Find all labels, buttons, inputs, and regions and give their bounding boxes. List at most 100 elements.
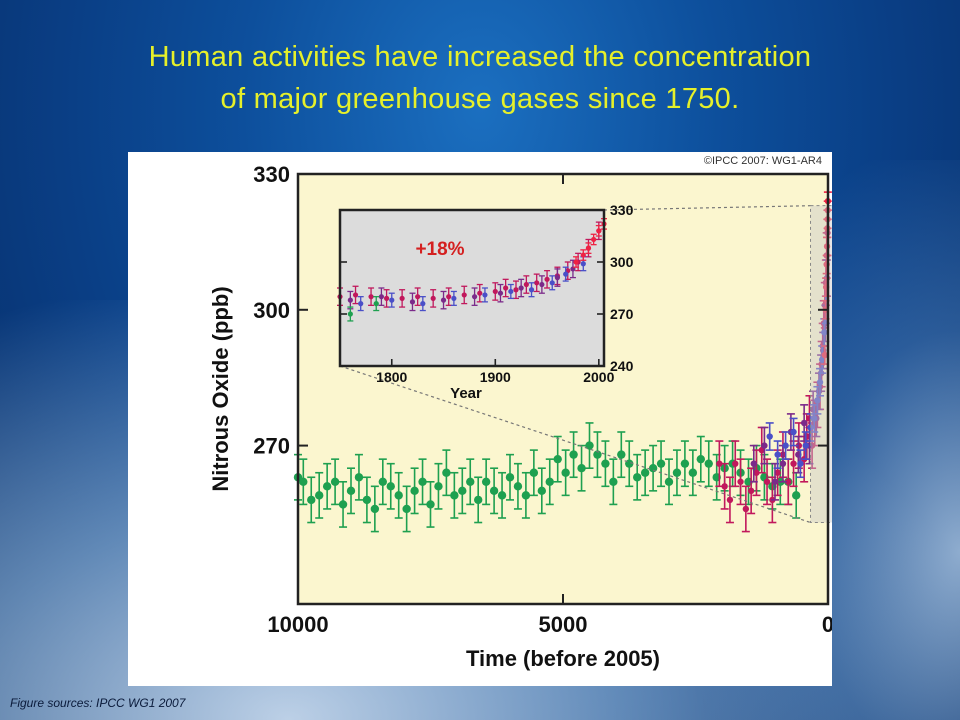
main-data-point xyxy=(763,478,771,485)
main-data-point xyxy=(545,477,554,486)
inset-data-point xyxy=(430,295,436,301)
main-data-point xyxy=(386,482,395,491)
main-data-point xyxy=(779,460,787,467)
inset-data-point xyxy=(368,294,374,300)
main-data-point xyxy=(640,468,650,477)
main-data-point xyxy=(774,451,781,458)
inset-data-point xyxy=(580,261,586,267)
main-data-point xyxy=(753,469,760,476)
main-data-point xyxy=(732,460,739,467)
inset-data-point xyxy=(503,285,509,291)
main-data-point xyxy=(410,486,419,496)
main-data-point xyxy=(790,428,797,436)
main-data-point xyxy=(766,433,773,440)
inset-data-point xyxy=(554,275,561,281)
inset-x-axis-label: Year xyxy=(450,385,482,402)
main-y-tick-label: 300 xyxy=(253,298,290,323)
main-data-point xyxy=(450,491,459,500)
inset-annotation-percent: +18% xyxy=(415,239,464,260)
main-data-point xyxy=(513,482,523,491)
main-data-point xyxy=(792,491,801,500)
inset-data-point xyxy=(585,245,592,251)
main-data-point xyxy=(378,477,387,486)
main-data-point xyxy=(505,473,515,482)
inset-data-point xyxy=(399,295,405,301)
main-data-point xyxy=(529,468,539,477)
main-data-point xyxy=(797,460,804,467)
inset-series-purple xyxy=(347,259,576,312)
main-data-point xyxy=(338,500,348,509)
main-data-point xyxy=(656,459,666,468)
inset-data-point xyxy=(352,292,359,298)
main-data-point xyxy=(418,477,427,486)
main-x-tick-label: 5000 xyxy=(539,612,588,637)
figure-credit: ©IPCC 2007: WG1-AR4 xyxy=(704,155,822,167)
main-data-point xyxy=(362,495,372,505)
inset-data-point xyxy=(378,294,385,300)
main-data-point xyxy=(790,460,797,467)
main-data-point xyxy=(672,468,682,477)
inset-data-point xyxy=(415,294,421,300)
main-x-tick-label: 0 xyxy=(822,612,832,637)
inset-plot-frame xyxy=(338,208,606,368)
inset-data-point xyxy=(534,280,540,286)
inset-plot-marks xyxy=(337,218,607,322)
main-data-point xyxy=(771,478,779,485)
main-y-axis-label: Nitrous Oxide (ppb) xyxy=(208,286,233,491)
main-data-point xyxy=(688,468,698,477)
main-data-point xyxy=(426,500,435,509)
inset-data-point xyxy=(383,295,390,301)
main-data-point xyxy=(354,473,364,482)
main-data-point xyxy=(481,477,491,486)
inset-data-point xyxy=(446,294,452,300)
zoom-connector-bottom xyxy=(339,365,811,524)
inset-data-point xyxy=(544,276,550,282)
main-data-point xyxy=(737,478,744,485)
inset-data-point xyxy=(420,301,426,307)
figure-source-note: Figure sources: IPCC WG1 2007 xyxy=(10,696,186,710)
main-data-point xyxy=(537,486,546,496)
inset-x-tick-label: 2000 xyxy=(583,369,614,385)
slide-title-line1: Human activities have increased the conc… xyxy=(148,41,812,73)
main-data-point xyxy=(322,482,332,491)
inset-data-point xyxy=(492,288,498,295)
inset-plot-axes: 240 270 300 330 1800 1900 2000 xyxy=(340,202,634,385)
main-data-point xyxy=(577,464,586,473)
inset-data-point xyxy=(497,290,504,296)
inset-y-tick-label: 270 xyxy=(610,306,634,322)
slide-title-line2: of major greenhouse gases since 1750. xyxy=(220,83,740,115)
main-data-point xyxy=(553,454,562,464)
main-plot-marks xyxy=(293,191,832,533)
inset-data-point xyxy=(528,287,535,293)
main-data-point xyxy=(696,454,705,464)
inset-data-point xyxy=(358,301,364,307)
inset-data-point xyxy=(389,297,395,303)
main-data-point xyxy=(742,505,750,513)
inset-data-point xyxy=(539,281,545,288)
main-x-tick-label: 10000 xyxy=(267,612,328,637)
inset-data-point xyxy=(461,292,467,298)
main-data-point xyxy=(593,450,602,459)
main-data-point xyxy=(800,419,808,427)
main-data-point xyxy=(370,504,380,514)
inset-data-point xyxy=(508,288,514,295)
main-data-point xyxy=(402,504,411,514)
inset-data-point xyxy=(409,299,416,305)
main-data-point xyxy=(782,442,789,449)
main-data-point xyxy=(680,459,690,468)
inset-data-point xyxy=(373,301,379,307)
main-data-point xyxy=(747,487,755,495)
main-y-tick-label: 270 xyxy=(253,434,290,459)
main-data-point xyxy=(821,351,829,359)
inset-y-tick-label: 240 xyxy=(610,358,634,374)
main-data-point xyxy=(299,477,308,486)
main-plot-axes: 270 300 330 10000 5000 0 xyxy=(253,162,832,637)
inset-y-tick-label: 330 xyxy=(610,202,634,218)
main-data-point xyxy=(394,491,403,500)
inset-data-point xyxy=(451,295,457,301)
main-data-point xyxy=(811,415,818,422)
main-data-point xyxy=(561,468,570,477)
inset-data-point xyxy=(596,228,602,234)
main-data-point xyxy=(814,397,821,404)
inset-data-point xyxy=(513,287,519,293)
